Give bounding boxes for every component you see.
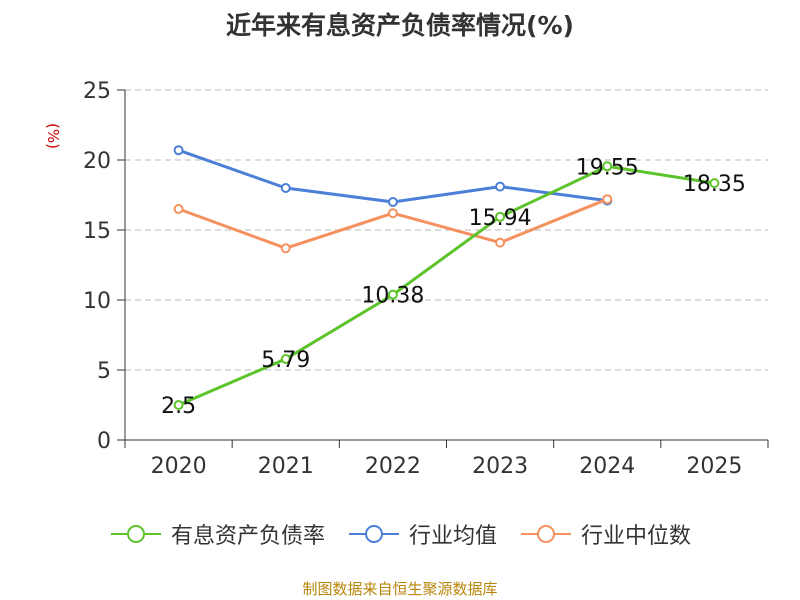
data-label: 18.35 — [683, 172, 746, 197]
data-label: 10.38 — [361, 284, 424, 309]
data-point — [495, 237, 506, 248]
y-tick-label: 10 — [83, 289, 111, 314]
data-source-note: 制图数据来自恒生聚源数据库 — [302, 580, 498, 598]
x-tick-label: 2023 — [472, 454, 528, 479]
data-point — [602, 161, 613, 172]
y-tick-label: 15 — [83, 219, 111, 244]
data-point — [173, 400, 184, 410]
data-point — [387, 208, 398, 219]
data-label: 2.5 — [161, 394, 196, 419]
legend-label: 有息资产负债率 — [170, 524, 325, 549]
data-label: 19.55 — [576, 155, 639, 180]
data-point — [387, 197, 398, 207]
x-tick-label: 2022 — [365, 454, 421, 479]
series-line — [177, 164, 715, 407]
series-line — [178, 148, 608, 204]
legend-label: 行业中位数 — [581, 524, 692, 549]
x-tick-label: 2024 — [579, 454, 635, 479]
legend-item-industry-mean[interactable]: 行业均值 — [347, 518, 497, 550]
data-point — [280, 353, 291, 364]
legend: 有息资产负债率 行业均值 行业中位数 — [0, 518, 800, 550]
data-point — [173, 204, 184, 214]
data-point — [387, 289, 398, 300]
x-tick-label: 2021 — [258, 454, 314, 479]
legend-line-marker-icon — [348, 525, 399, 543]
data-point — [495, 211, 506, 222]
x-tick-label: 2020 — [151, 454, 207, 479]
y-tick-label: 25 — [83, 79, 111, 104]
data-point — [173, 145, 184, 156]
y-tick-label: 20 — [83, 149, 111, 174]
data-label: 15.94 — [469, 206, 532, 231]
data-point — [280, 183, 291, 193]
legend-label: 行业均值 — [408, 524, 497, 549]
data-point — [280, 243, 291, 254]
data-label: 5.79 — [261, 348, 310, 373]
chart-title: 近年来有息资产负债率情况(%) — [226, 11, 574, 40]
y-tick-label: 0 — [97, 429, 111, 454]
legend-line-marker-icon — [521, 525, 571, 543]
x-tick-label: 2025 — [686, 454, 742, 479]
legend-item-debt-ratio[interactable]: 有息资产负债率 — [109, 518, 325, 550]
data-point — [495, 181, 506, 192]
data-point — [602, 194, 613, 205]
y-tick-label: 5 — [97, 359, 111, 384]
legend-item-industry-median[interactable]: 行业中位数 — [519, 518, 691, 550]
data-point — [709, 178, 720, 189]
legend-line-marker-icon — [110, 525, 161, 543]
